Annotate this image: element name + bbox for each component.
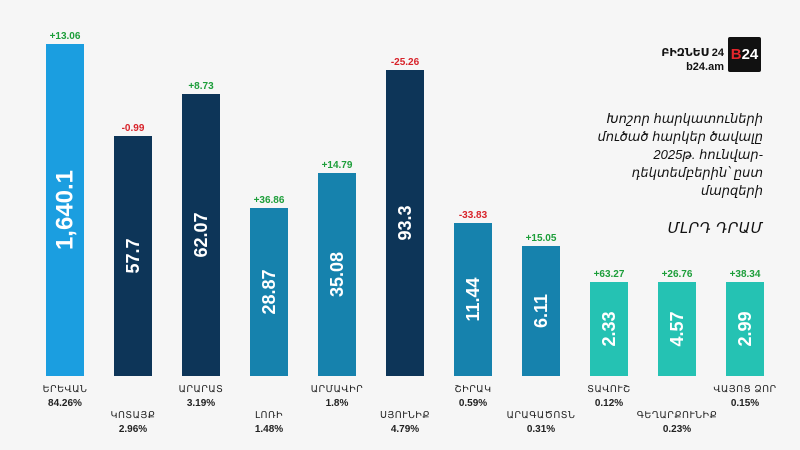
category-label: ՇԻՐԱԿ [454,384,491,395]
bar-1 [46,44,84,376]
change-label: +36.86 [254,195,285,206]
change-label: +63.27 [594,269,625,280]
unit-label: ՄԼՐԴ ԴՐԱՄ [667,220,763,237]
category-label: ԳԵՂԱՐՔՈՒՆԻՔ [637,410,718,421]
category-label: ԱՐՄԱՎԻՐ [311,384,363,395]
change-label: +15.05 [526,233,557,244]
share-label: 0.15% [731,398,759,409]
category-label: ԼՈՌԻ [255,410,283,421]
bar-value-label: 93.3 [395,205,415,240]
b24-logo: B 24 [728,37,761,72]
category-label: ԱՐԱԳԱԾՈՏՆ [507,410,576,421]
change-label: +13.06 [50,31,81,42]
bar-5 [318,173,356,376]
bar-7 [454,223,492,376]
share-label: 2.96% [119,424,147,435]
share-label: 3.19% [187,398,215,409]
category-label: ՍՅՈՒՆԻՔ [380,410,430,421]
change-label: +26.76 [662,269,693,280]
bar-10 [658,282,696,376]
bar-8 [522,246,560,376]
bar-11 [726,282,764,376]
brand-block: ԲԻԶՆԵՍ 24 b24.am [638,46,724,74]
logo-suffix: 24 [741,46,759,63]
change-label: -25.26 [391,57,420,68]
share-label: 1.48% [255,424,283,435]
bar-value-label: 4.57 [667,311,687,346]
share-label: 1.8% [326,398,349,409]
change-label: -0.99 [122,123,145,134]
share-label: 0.12% [595,398,623,409]
category-label: ՎԱՅՈՑ ՁՈՐ [713,384,776,395]
category-label: ԱՐԱՐԱՏ [179,384,224,395]
bar-value-label: 1,640.1 [52,170,79,250]
bar-value-label: 2.99 [735,311,755,346]
share-label: 0.23% [663,424,691,435]
brand-name: ԲԻԶՆԵՍ 24 [661,47,724,59]
change-label: -33.83 [459,210,488,221]
bar-value-label: 62.07 [191,212,211,257]
share-label: 0.31% [527,424,555,435]
bar-4 [250,208,288,376]
brand-site: b24.am [686,61,724,73]
share-label: 4.79% [391,424,419,435]
change-label: +14.79 [322,160,353,171]
bar-3 [182,94,220,376]
change-label: +8.73 [188,81,214,92]
bar-value-label: 35.08 [327,252,347,297]
logo-prefix: B [730,46,742,63]
change-label: +38.34 [730,269,761,280]
category-label: ԵՐԵՎԱՆ [43,384,88,395]
category-label: ԿՈՏԱՅՔ [111,410,156,421]
bar-2 [114,136,152,376]
bar-value-label: 2.33 [599,311,619,346]
share-label: 84.26% [48,398,82,409]
bar-value-label: 28.87 [259,269,279,314]
bar-value-label: 11.44 [463,277,483,321]
category-label: ՏԱՎՈՒՇ [587,384,630,395]
bar-value-label: 57.7 [123,238,143,273]
share-label: 0.59% [459,398,487,409]
bar-value-label: 6.11 [531,294,551,328]
bar-6 [386,70,424,376]
chart-subtitle: Խոշոր հարկատուների մուծած հարկեր ծավալը … [597,111,764,198]
bar-9 [590,282,628,376]
